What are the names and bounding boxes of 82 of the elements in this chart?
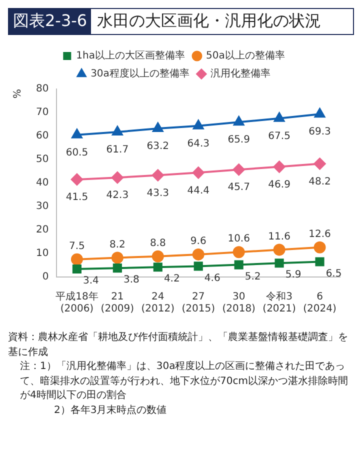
point <box>111 172 124 184</box>
y-tick-label: 0 <box>42 272 49 283</box>
data-label: 3.4 <box>83 276 99 287</box>
data-label: 10.6 <box>228 234 250 245</box>
data-label: 67.5 <box>268 130 290 142</box>
data-label: 6.5 <box>326 268 342 280</box>
data-label: 65.9 <box>228 134 250 146</box>
data-label: 63.2 <box>146 141 170 152</box>
point <box>314 241 326 254</box>
data-label: 41.5 <box>66 192 88 204</box>
legend-label: 1ha以上の大区画整備率 <box>76 50 185 62</box>
point <box>72 128 82 138</box>
y-tick-label: 60 <box>36 130 49 142</box>
data-label: 12.6 <box>308 228 331 240</box>
x-tick-label: 令和3 (2021) <box>262 290 296 315</box>
point <box>72 264 82 274</box>
data-label: 61.7 <box>106 144 129 156</box>
data-label: 4.6 <box>204 272 220 284</box>
legend-label: 50a以上の整備率 <box>206 50 285 62</box>
text: 注：1）「汎用化整備率」は、30a程度以上の区画に整備された田であって、暗渠排水の設置等が行われ、地下水位が70cm以深かつ湛水排除時間が4時間以下の田の割合 <box>19 360 349 403</box>
text: 2）各年3月末時点の数値 <box>53 404 168 418</box>
point <box>112 126 123 136</box>
x-tick-label: 24 (2012) <box>141 292 175 315</box>
y-tick-label: 50 <box>36 154 49 166</box>
point <box>152 169 164 182</box>
x-tick-label: 30 (2018) <box>222 292 256 315</box>
y-axis-title: % <box>12 89 24 99</box>
x-tick-label: 6 (2024) <box>303 292 336 315</box>
data-label: 8.8 <box>150 238 166 249</box>
point <box>315 257 324 266</box>
data-label: 7.5 <box>69 240 85 252</box>
data-label: 46.9 <box>268 179 290 190</box>
data-label: 45.7 <box>228 182 250 194</box>
point <box>273 160 286 173</box>
point <box>194 262 203 271</box>
y-tick-label: 80 <box>36 84 49 95</box>
point <box>234 260 244 270</box>
data-label: 42.3 <box>106 190 129 202</box>
point <box>152 122 164 132</box>
y-tick-label: 40 <box>36 178 49 189</box>
text: 資料：農林水産省「耕地及び作付面積統計」、「農業基盤情報基礎調査」を基に作成 <box>8 331 349 360</box>
data-label: 69.3 <box>308 126 331 138</box>
point <box>193 120 204 130</box>
data-label: 64.3 <box>187 138 210 150</box>
point <box>273 244 286 256</box>
point <box>70 173 83 186</box>
point <box>314 158 326 170</box>
y-tick-label: 20 <box>36 224 49 236</box>
chart-title: 図表2-3-6 <box>9 9 92 34</box>
data-label: 8.2 <box>109 239 126 250</box>
point <box>232 164 245 176</box>
point <box>111 252 124 264</box>
point <box>152 250 164 262</box>
data-label: 43.3 <box>146 188 170 199</box>
data-label: 60.5 <box>66 147 88 158</box>
chart-subtitle: 水田の大区画化・汎用化の状況 <box>96 10 322 32</box>
data-label: 5.2 <box>244 271 261 282</box>
point <box>70 253 83 266</box>
data-label: 4.2 <box>164 274 180 285</box>
y-tick-label: 70 <box>36 107 49 118</box>
point <box>234 116 244 126</box>
data-label: 3.8 <box>123 274 140 286</box>
data-label: 48.2 <box>308 176 331 188</box>
data-label: 44.4 <box>187 185 210 196</box>
point <box>314 108 326 118</box>
x-tick-label: 27 (2015) <box>182 292 216 315</box>
legend-label: 汎用化整備率 <box>210 68 270 80</box>
data-label: 5.9 <box>285 270 302 281</box>
x-tick-label: 21 (2009) <box>100 292 134 315</box>
y-tick-label: 30 <box>36 201 49 212</box>
point <box>192 248 204 260</box>
point <box>112 264 122 273</box>
x-tick-label: 平成18年 (2006) <box>56 290 98 315</box>
point <box>232 246 245 258</box>
point <box>192 166 204 179</box>
point <box>274 258 284 268</box>
data-label: 11.6 <box>268 231 290 242</box>
point <box>274 112 285 122</box>
legend-label: 30a程度以上の整備率 <box>90 68 190 80</box>
data-label: 9.6 <box>190 236 206 248</box>
point <box>153 262 162 272</box>
y-tick-label: 10 <box>36 248 49 260</box>
